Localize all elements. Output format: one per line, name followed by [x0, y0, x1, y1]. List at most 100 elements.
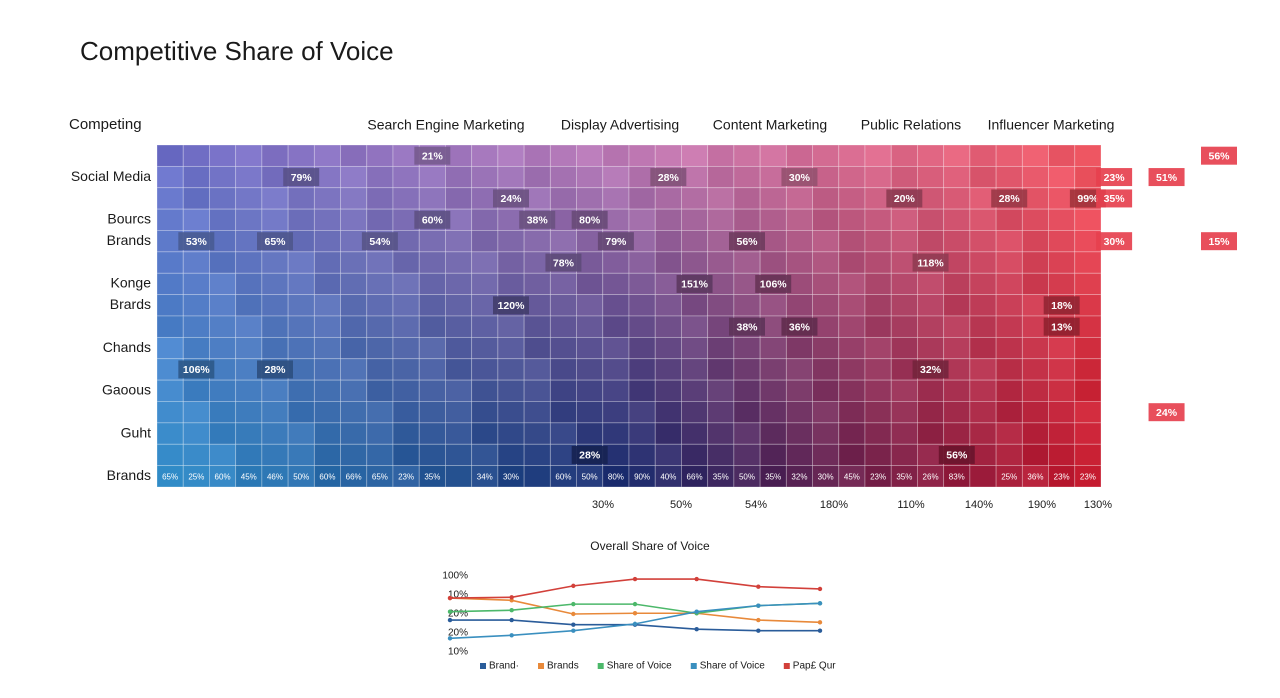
heat-cell	[733, 379, 761, 402]
heat-cell	[366, 336, 394, 360]
heat-cell	[628, 379, 656, 402]
heat-cell	[943, 336, 971, 360]
heat-cell	[943, 144, 971, 167]
cell-label: 35%	[1104, 193, 1126, 205]
heat-cell	[497, 165, 525, 189]
heat-cell	[366, 144, 394, 167]
heat-cell	[654, 358, 682, 381]
series-point	[756, 617, 761, 623]
line-chart: Overall Share of Voice 100% 10% 20% 20% 10% B…	[442, 539, 836, 671]
heat-cell	[418, 336, 446, 360]
heat-cell	[209, 422, 237, 445]
heat-cell	[707, 251, 735, 274]
heat-cell	[785, 336, 813, 360]
heat-cell	[969, 294, 997, 317]
heat-cell	[182, 187, 210, 210]
heat-cell	[445, 294, 473, 317]
cell-label: 24%	[1156, 407, 1178, 419]
heat-cell	[549, 379, 577, 402]
y-tick-label: 100%	[442, 571, 468, 582]
cell-label: 151%	[681, 279, 709, 291]
heat-cell	[654, 144, 682, 167]
y-tick-label: 20%	[448, 609, 468, 620]
heat-cell	[209, 379, 237, 402]
heat-cell	[287, 272, 315, 296]
legend-swatch	[597, 663, 604, 669]
heat-cell	[445, 187, 473, 210]
heat-cell	[1048, 230, 1076, 253]
heat-cell	[549, 336, 577, 360]
heat-cell	[995, 165, 1023, 189]
heat-cell	[890, 230, 918, 253]
heat-cell	[681, 230, 709, 253]
heat-cell	[445, 443, 473, 467]
heat-cell	[602, 165, 630, 189]
heat-cell	[576, 379, 604, 402]
heat-cell	[182, 272, 210, 296]
heat-cell	[969, 144, 997, 167]
heat-cell	[917, 230, 945, 253]
heat-cell	[628, 358, 656, 381]
heat-cell	[943, 315, 971, 338]
cell-label: 120%	[498, 300, 526, 312]
heat-cell	[261, 144, 289, 167]
heat-cell	[445, 230, 473, 253]
heat-cell	[445, 315, 473, 338]
heat-cell	[313, 336, 341, 360]
heat-cell	[969, 230, 997, 253]
heat-cell	[1048, 208, 1076, 231]
cell-label-box	[938, 445, 975, 464]
series-point	[632, 576, 638, 582]
heat-cell	[759, 379, 787, 402]
heat-cell	[890, 144, 918, 167]
heat-cell	[287, 422, 315, 445]
heat-cell	[392, 401, 420, 424]
heat-cell	[917, 208, 945, 231]
heat-cell	[812, 187, 840, 210]
heat-cell	[812, 230, 840, 253]
heat-cell	[156, 401, 184, 424]
heat-cell	[681, 443, 709, 467]
x-label: 180%	[820, 499, 848, 511]
heat-cell	[1021, 251, 1049, 274]
cell-label-box	[1148, 403, 1185, 422]
heat-cell	[969, 208, 997, 231]
bottom-cell-label: 60%	[215, 472, 231, 481]
heat-cell	[156, 336, 184, 360]
heat-cell	[707, 443, 735, 467]
cell-label-box	[1043, 296, 1080, 315]
heat-cell	[654, 401, 682, 424]
heat-cell	[654, 251, 682, 274]
heat-cell	[313, 443, 341, 467]
cell-label: 36%	[789, 321, 811, 333]
heat-cell	[759, 358, 787, 381]
heat-cell	[209, 144, 237, 167]
cell-label: 118%	[917, 257, 944, 269]
heat-cell	[812, 251, 840, 274]
heat-cell	[864, 315, 892, 338]
heat-cell	[995, 208, 1023, 231]
heat-cell	[392, 315, 420, 338]
heat-cell	[733, 401, 761, 424]
legend-label: Share of Voice	[700, 661, 765, 672]
heat-cell	[445, 401, 473, 424]
heat-cell	[838, 251, 866, 274]
legend-swatch	[690, 663, 697, 669]
heat-cell	[864, 165, 892, 189]
heat-cell	[969, 251, 997, 274]
heat-cell	[864, 336, 892, 360]
heat-cell	[445, 379, 473, 402]
heat-cell	[1074, 144, 1102, 167]
heat-cell	[261, 401, 289, 424]
heat-cell	[681, 358, 709, 381]
cell-label-box	[886, 189, 923, 208]
cell-label: 79%	[605, 236, 627, 248]
cell-label: 23%	[1104, 172, 1126, 184]
heat-cell	[418, 315, 446, 338]
heat-cell	[917, 379, 945, 402]
row-label: Gaoous	[102, 382, 151, 398]
bottom-cell-label: 65%	[372, 472, 388, 481]
heat-cell	[576, 272, 604, 296]
x-label: 54%	[745, 499, 767, 511]
bottom-cell-label: 65%	[162, 472, 178, 481]
